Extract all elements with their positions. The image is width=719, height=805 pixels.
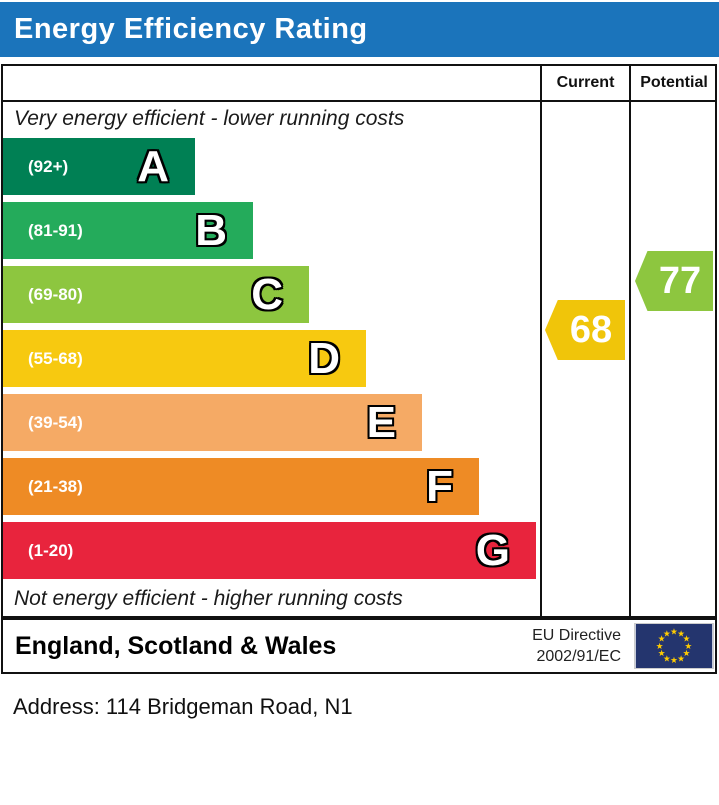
title-bar: Energy Efficiency Rating [0, 2, 719, 57]
band-letter: G [475, 525, 510, 575]
potential-rating-arrow: 77 [635, 251, 713, 311]
eu-flag-star: ★ [658, 649, 666, 659]
eu-flag-star: ★ [677, 654, 685, 664]
eu-flag-star: ★ [658, 635, 666, 645]
current-rating-arrow: 68 [545, 300, 625, 360]
eu-flag-star: ★ [683, 649, 691, 659]
band-letter: F [426, 461, 453, 511]
band-letter: C [251, 269, 283, 319]
band-range-label: (92+) [28, 156, 69, 176]
rating-bands: (92+) A (81-91) B (69-80) C (55-68) D (3… [3, 138, 536, 586]
efficiency-note-top: Very energy efficient - lower running co… [14, 107, 405, 130]
eu-flag-star: ★ [656, 642, 664, 652]
footer-bar: England, Scotland & Wales EU Directive 2… [1, 618, 717, 674]
band-letter: B [195, 205, 227, 255]
band-row-e: (39-54) E [3, 394, 422, 451]
eu-directive-line1: EU Directive [532, 627, 621, 644]
band-letter: D [308, 333, 340, 383]
potential-column-divider [629, 64, 631, 618]
eu-flag-star: ★ [670, 628, 678, 638]
band-letter: A [137, 141, 169, 191]
eu-directive-line2: 2002/91/EC [536, 648, 621, 665]
column-header-current: Current [556, 74, 615, 91]
band-range-label: (81-91) [28, 220, 83, 240]
band-letter: E [366, 397, 396, 447]
band-range-label: (55-68) [28, 348, 83, 368]
potential-rating-value: 77 [658, 259, 702, 302]
eu-directive-label: EU Directive 2002/91/EC [532, 625, 621, 667]
band-range-label: (21-38) [28, 476, 83, 496]
eu-flag-star: ★ [683, 635, 691, 645]
current-column-divider [540, 64, 542, 618]
band-row-g: (1-20) G [3, 522, 536, 579]
band-row-c: (69-80) C [3, 266, 309, 323]
eu-flag-star: ★ [677, 629, 685, 639]
eu-flag-rect [635, 624, 713, 668]
band-row-f: (21-38) F [3, 458, 479, 515]
address-line: Address: 114 Bridgeman Road, N1 [13, 694, 353, 719]
band-range-label: (69-80) [28, 284, 83, 304]
band-range-label: (39-54) [28, 412, 83, 432]
header-row-divider [3, 100, 717, 102]
eu-flag-star: ★ [663, 629, 671, 639]
band-row-a: (92+) A [3, 138, 195, 195]
band-range-label: (1-20) [28, 540, 74, 560]
page-title: Energy Efficiency Rating [14, 13, 368, 45]
column-header-potential: Potential [640, 74, 708, 91]
footer-region-label: England, Scotland & Wales [15, 631, 337, 660]
energy-rating-chart-frame [1, 64, 717, 618]
band-row-d: (55-68) D [3, 330, 366, 387]
eu-flag-icon: ★ ★ ★ ★ ★ ★ ★ ★ ★ ★ ★ ★ [634, 623, 714, 669]
eu-flag-star: ★ [670, 656, 678, 666]
band-row-b: (81-91) B [3, 202, 253, 259]
eu-flag-star: ★ [684, 642, 692, 652]
efficiency-note-bottom: Not energy efficient - higher running co… [14, 587, 403, 610]
current-rating-value: 68 [569, 308, 613, 351]
eu-flag-star: ★ [663, 654, 671, 664]
